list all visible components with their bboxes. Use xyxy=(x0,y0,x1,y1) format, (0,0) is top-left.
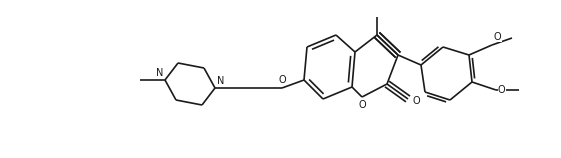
Text: O: O xyxy=(358,100,366,110)
Text: O: O xyxy=(278,75,286,85)
Text: O: O xyxy=(498,85,505,95)
Text: O: O xyxy=(494,32,502,42)
Text: N: N xyxy=(155,68,163,78)
Text: O: O xyxy=(413,96,421,106)
Text: N: N xyxy=(217,76,224,86)
